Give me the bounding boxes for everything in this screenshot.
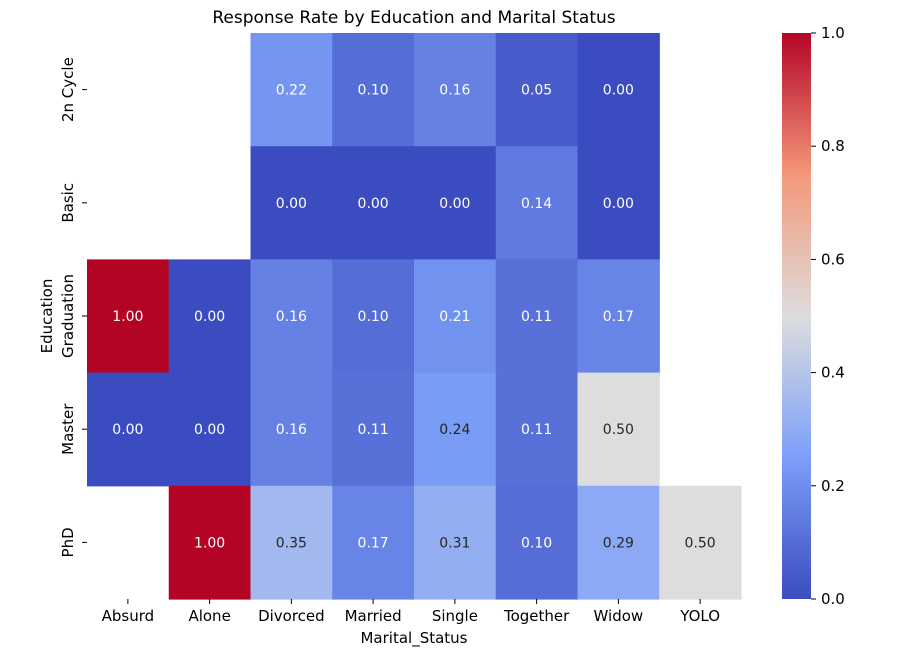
cell-value-label: 0.16 [276, 309, 307, 325]
colorbar-gradient [782, 33, 811, 599]
x-tick-label: Widow [594, 607, 644, 625]
heatmap-cell [577, 33, 660, 147]
y-tick-label: Master [59, 403, 77, 455]
cell-value-label: 0.16 [276, 422, 307, 438]
cell-value-label: 0.29 [603, 535, 634, 551]
x-tick-label: Absurd [102, 607, 155, 625]
x-tick-label: Together [503, 607, 570, 625]
heatmap-cell [250, 485, 333, 600]
cell-value-label: 0.17 [603, 309, 634, 325]
cell-value-label: 1.00 [112, 309, 143, 325]
heatmap-cell [250, 372, 333, 487]
heatmap-cell [414, 485, 497, 600]
cell-value-label: 0.50 [685, 535, 716, 551]
cell-value-label: 0.50 [603, 422, 634, 438]
heatmap-cell [577, 146, 660, 260]
heatmap-cell [414, 259, 497, 374]
cell-value-label: 0.00 [603, 196, 634, 212]
cell-value-label: 0.10 [521, 535, 552, 551]
cell-value-label: 0.00 [358, 196, 389, 212]
y-tick-label: Graduation [59, 274, 77, 358]
heatmap-cells: 0.22 0.10 0.16 0.05 0.00 0.00 0.00 0.00 0.14 0.00… [87, 33, 742, 600]
heatmap-cell [414, 146, 497, 260]
heatmap-cell [495, 33, 579, 147]
cell-value-label: 0.21 [439, 309, 470, 325]
cell-value-label: 0.11 [521, 422, 552, 438]
x-tick-label: Married [345, 607, 402, 625]
colorbar-tick-label: 0.2 [821, 477, 845, 495]
cell-value-label: 0.10 [358, 309, 389, 325]
cell-value-label: 0.00 [194, 309, 225, 325]
y-axis-label: Education [38, 279, 56, 354]
cell-value-label: 0.17 [358, 535, 389, 551]
heatmap-cell [414, 33, 497, 147]
heatmap-cell [332, 372, 415, 487]
heatmap-cell [250, 259, 333, 374]
cell-value-label: 0.16 [439, 83, 470, 99]
colorbar-tick-label: 0.4 [821, 364, 845, 382]
cell-value-label: 0.00 [276, 196, 307, 212]
heatmap-cell [414, 372, 497, 487]
heatmap-cell [659, 485, 742, 600]
y-tick-label: 2n Cycle [59, 57, 77, 122]
colorbar-tick-label: 0.6 [821, 250, 845, 268]
x-tick-label: Divorced [258, 607, 325, 625]
x-tick-label: Alone [188, 607, 230, 625]
heatmap-cell [332, 259, 415, 374]
y-tick-label: PhD [59, 527, 77, 557]
heatmap-cell [168, 372, 252, 487]
cell-value-label: 0.31 [439, 535, 470, 551]
heatmap-cell [495, 146, 579, 260]
heatmap-cell [168, 259, 252, 374]
x-axis-label: Marital_Status [360, 629, 467, 648]
cell-value-label: 0.14 [521, 196, 552, 212]
chart-title: Response Rate by Education and Marital S… [212, 8, 615, 28]
cell-value-label: 0.11 [521, 309, 552, 325]
colorbar-tick-label: 1.0 [821, 24, 845, 42]
heatmap-cell [577, 485, 660, 600]
heatmap-cell [250, 146, 333, 260]
cell-value-label: 0.22 [276, 83, 307, 99]
heatmap-cell [577, 372, 660, 487]
heatmap-cell [332, 485, 415, 600]
heatmap-cell [87, 259, 170, 374]
y-axis: 2n Cycle Basic Graduation Master PhD [59, 57, 87, 557]
cell-value-label: 0.10 [358, 83, 389, 99]
y-tick-label: Basic [59, 183, 77, 223]
x-tick-label: Single [432, 607, 478, 625]
cell-value-label: 0.00 [439, 196, 470, 212]
cell-value-label: 0.00 [603, 83, 634, 99]
colorbar-tick-label: 0.0 [821, 590, 845, 608]
cell-value-label: 0.00 [112, 422, 143, 438]
heatmap-cell [332, 146, 415, 260]
x-tick-label: YOLO [679, 607, 720, 625]
cell-value-label: 0.00 [194, 422, 225, 438]
cell-value-label: 0.11 [358, 422, 389, 438]
heatmap-cell [332, 33, 415, 147]
heatmap-cell [495, 372, 579, 487]
heatmap-cell [577, 259, 660, 374]
colorbar: 0.0 0.2 0.4 0.6 0.8 1.0 [782, 24, 845, 608]
cell-value-label: 0.35 [276, 535, 307, 551]
x-axis: Absurd Alone Divorced Married Single Together… [102, 599, 720, 625]
heatmap-cell [250, 33, 333, 147]
heatmap-cell [87, 372, 170, 487]
cell-value-label: 1.00 [194, 535, 225, 551]
colorbar-tick-label: 0.8 [821, 137, 845, 155]
heatmap-cell [168, 485, 252, 600]
cell-value-label: 0.05 [521, 83, 552, 99]
heatmap-cell [495, 259, 579, 374]
cell-value-label: 0.24 [439, 422, 470, 438]
heatmap-cell [495, 485, 579, 600]
